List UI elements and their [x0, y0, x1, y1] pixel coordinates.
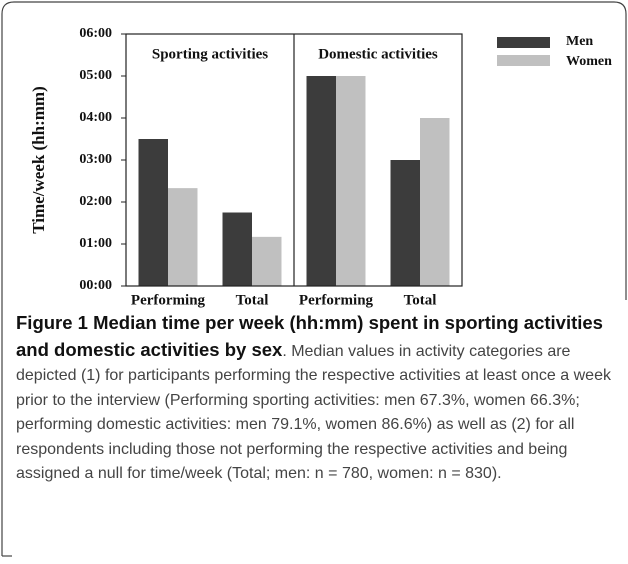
y-tick-label: 00:00: [79, 278, 112, 293]
bar: [138, 139, 168, 286]
y-tick-label: 02:00: [79, 194, 112, 209]
x-tick-label: Performing: [131, 292, 206, 308]
x-tick-label: Performing: [299, 292, 374, 308]
y-tick-label: 01:00: [79, 236, 112, 251]
bar: [222, 212, 252, 286]
plot-frame: [125, 33, 463, 287]
bar: [306, 76, 336, 286]
legend-label: Men: [566, 34, 593, 49]
bar: [390, 160, 420, 286]
bar: [336, 76, 366, 286]
y-axis-label: Time/week (hh:mm): [29, 86, 48, 233]
bar: [252, 236, 282, 286]
caption-text: . Median values in activity categories a…: [16, 342, 611, 483]
panel-label: Domestic activities: [318, 46, 438, 62]
y-tick-label: 05:00: [79, 68, 112, 83]
bar: [420, 118, 450, 286]
y-tick-label: 04:00: [79, 110, 112, 125]
x-tick-label: Total: [404, 292, 437, 308]
panel-label: Sporting activities: [152, 46, 268, 62]
y-tick-label: 06:00: [79, 26, 112, 41]
caption: Figure 1 Median time per week (hh:mm) sp…: [16, 311, 616, 487]
x-tick-label: Total: [236, 292, 269, 308]
legend-swatch: [497, 55, 550, 66]
y-tick-label: 03:00: [79, 152, 112, 167]
legend-swatch: [497, 37, 550, 48]
caption-title: Figure 1 Median time per week (hh:mm) sp…: [16, 312, 603, 360]
legend-label: Women: [566, 54, 612, 69]
bar: [168, 188, 198, 286]
